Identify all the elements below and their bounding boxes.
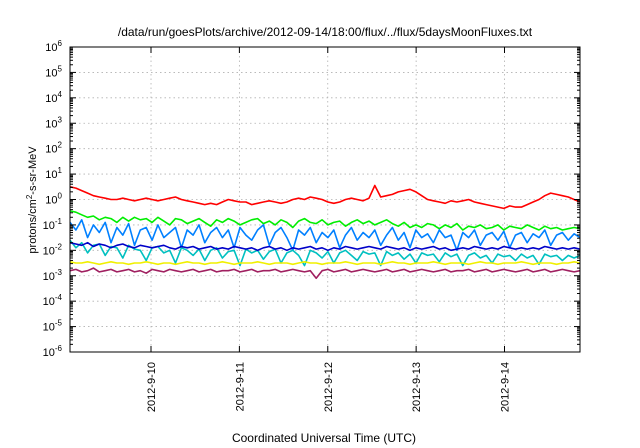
- y-axis-label-part1: protons/cm: [27, 199, 39, 253]
- x-tick-label: 2012-9-11: [234, 362, 246, 411]
- series-line-5: [69, 241, 581, 252]
- y-axis-label-superscript: 2: [25, 194, 34, 199]
- y-tick-labels: 10-6 10-5 10-4 10-3 10-2 10-1 100 101 102 103 104 1…: [43, 39, 63, 359]
- y-tick-label: 105: [45, 64, 62, 79]
- series-line-7: [69, 267, 581, 280]
- y-tick-label: 100: [45, 192, 62, 207]
- series-line-1: [69, 184, 581, 210]
- data-series: [69, 184, 581, 280]
- axis-ticks: [70, 46, 580, 353]
- x-tick-label: 2012-9-13: [411, 362, 423, 412]
- y-tick-label: 10-6: [43, 344, 63, 359]
- x-tick-label: 2012-9-14: [500, 362, 512, 412]
- series-line-2: [69, 210, 581, 231]
- x-axis-label: Coordinated Universal Time (UTC): [232, 431, 416, 445]
- y-axis-label: protons/cm2-s-sr-MeV: [25, 146, 39, 254]
- y-tick-label: 10-5: [43, 319, 63, 334]
- y-tick-label: 106: [45, 39, 62, 54]
- grid-lines: [70, 47, 580, 352]
- y-tick-label: 10-2: [43, 242, 63, 257]
- y-tick-label: 102: [45, 141, 62, 156]
- series-line-6: [69, 260, 581, 266]
- series-line-3: [69, 219, 581, 252]
- y-tick-label: 10-3: [43, 268, 63, 283]
- x-tick-labels: 2012-9-10 2012-9-11 2012-9-12 2012-9-13 2012…: [146, 362, 512, 412]
- y-tick-label: 103: [45, 115, 62, 130]
- y-tick-label: 104: [45, 90, 62, 105]
- x-tick-label: 2012-9-12: [323, 362, 335, 412]
- chart-title: /data/run/goesPlots/archive/2012-09-14/1…: [118, 25, 533, 39]
- y-tick-label: 10-1: [43, 217, 63, 232]
- y-axis-label-part2: -s-sr-MeV: [27, 146, 39, 195]
- y-tick-label: 101: [45, 166, 62, 181]
- y-tick-label: 10-4: [43, 293, 63, 308]
- x-tick-label: 2012-9-10: [146, 362, 158, 412]
